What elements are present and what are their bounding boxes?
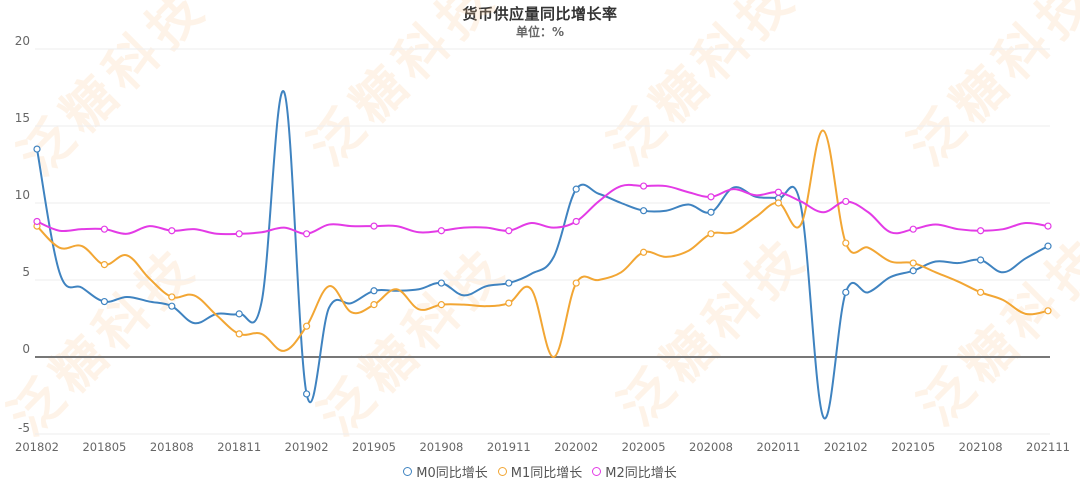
data-point-marker[interactable] bbox=[303, 230, 311, 238]
x-tick-label: 202011 bbox=[756, 440, 800, 454]
series-lines[interactable] bbox=[33, 90, 1052, 420]
x-tick-label: 202005 bbox=[622, 440, 666, 454]
data-point-marker[interactable] bbox=[33, 145, 41, 153]
data-point-marker[interactable] bbox=[1044, 222, 1052, 230]
data-point-marker[interactable] bbox=[303, 390, 311, 398]
data-point-marker[interactable] bbox=[1044, 307, 1052, 315]
data-point-marker[interactable] bbox=[168, 227, 176, 235]
circle-marker-icon bbox=[497, 467, 507, 476]
x-tick-label: 201911 bbox=[487, 440, 531, 454]
chart-title: 货币供应量同比增长率 bbox=[462, 5, 618, 23]
data-point-marker[interactable] bbox=[33, 217, 41, 226]
series-line-2[interactable] bbox=[36, 183, 1049, 236]
chart-subtitle: 单位：% bbox=[515, 25, 565, 39]
legend-label: M0同比增长 bbox=[416, 466, 488, 481]
y-tick-label: 20 bbox=[15, 34, 30, 48]
legend-label: M1同比增长 bbox=[510, 466, 583, 481]
data-point-marker[interactable] bbox=[572, 217, 580, 226]
data-point-marker[interactable] bbox=[639, 248, 648, 256]
data-point-marker[interactable] bbox=[707, 230, 715, 238]
x-tick-label: 202102 bbox=[824, 440, 868, 454]
data-point-marker[interactable] bbox=[572, 279, 580, 287]
x-tick-label: 202111 bbox=[1026, 440, 1070, 454]
data-point-marker[interactable] bbox=[235, 310, 243, 318]
data-point-marker[interactable] bbox=[100, 297, 109, 306]
x-axis-labels: 201802 201805 201808 201811 201902 201905 2019… bbox=[15, 440, 1070, 454]
data-point-marker[interactable] bbox=[505, 279, 513, 287]
x-tick-label: 201808 bbox=[150, 440, 194, 454]
x-tick-label: 201811 bbox=[217, 440, 261, 454]
data-point-marker[interactable] bbox=[303, 322, 311, 330]
data-point-marker[interactable] bbox=[842, 288, 850, 296]
circle-marker-icon bbox=[403, 467, 413, 476]
data-point-marker[interactable] bbox=[976, 256, 985, 264]
y-tick-label: -5 bbox=[18, 421, 30, 435]
data-point-marker[interactable] bbox=[842, 197, 850, 206]
data-point-marker[interactable] bbox=[505, 299, 513, 307]
y-tick-label: 0 bbox=[22, 342, 30, 356]
data-point-marker[interactable] bbox=[976, 288, 985, 296]
x-tick-label: 201805 bbox=[82, 440, 126, 454]
x-tick-label: 202108 bbox=[959, 440, 1003, 454]
data-point-marker[interactable] bbox=[572, 185, 580, 193]
data-point-marker[interactable] bbox=[707, 208, 715, 216]
data-point-marker[interactable] bbox=[100, 261, 109, 269]
y-gridlines bbox=[35, 48, 1050, 435]
data-point-marker[interactable] bbox=[235, 230, 243, 238]
data-point-marker[interactable] bbox=[100, 225, 109, 233]
data-point-marker[interactable] bbox=[909, 225, 917, 233]
x-tick-label: 201902 bbox=[285, 440, 329, 454]
legend-item-m0[interactable]: M0同比增长 bbox=[403, 462, 488, 481]
y-tick-label: 15 bbox=[15, 111, 30, 125]
data-point-marker[interactable] bbox=[639, 207, 648, 215]
data-point-marker[interactable] bbox=[437, 279, 445, 287]
legend-item-m1[interactable]: M1同比增长 bbox=[497, 462, 583, 481]
data-point-marker[interactable] bbox=[370, 287, 378, 295]
data-point-marker[interactable] bbox=[774, 188, 783, 196]
x-tick-label: 201908 bbox=[419, 440, 463, 454]
y-axis-labels: -5 0 5 10 15 20 bbox=[15, 34, 30, 435]
x-tick-label: 201802 bbox=[15, 440, 59, 454]
legend-label: M2同比增长 bbox=[605, 466, 677, 481]
series-line-1[interactable] bbox=[36, 129, 1049, 359]
data-point-marker[interactable] bbox=[909, 259, 917, 267]
data-point-marker[interactable] bbox=[639, 182, 648, 190]
x-tick-label: 202105 bbox=[891, 440, 935, 454]
data-point-marker[interactable] bbox=[774, 199, 783, 207]
legend: M0同比增长 M1同比增长 M2同比增长 bbox=[0, 462, 1080, 481]
series-line-0[interactable] bbox=[36, 90, 1049, 420]
data-point-marker[interactable] bbox=[370, 222, 378, 230]
data-point-marker[interactable] bbox=[909, 267, 917, 275]
data-point-marker[interactable] bbox=[437, 301, 445, 309]
data-point-marker[interactable] bbox=[370, 301, 378, 309]
x-tick-label: 202002 bbox=[554, 440, 598, 454]
data-point-marker[interactable] bbox=[1044, 242, 1052, 250]
legend-item-m2[interactable]: M2同比增长 bbox=[592, 462, 677, 481]
y-tick-label: 10 bbox=[15, 188, 30, 202]
x-tick-label: 201905 bbox=[352, 440, 396, 454]
data-point-marker[interactable] bbox=[707, 193, 715, 201]
data-point-marker[interactable] bbox=[437, 227, 445, 235]
data-point-marker[interactable] bbox=[168, 302, 176, 310]
data-point-marker[interactable] bbox=[168, 293, 176, 301]
circle-marker-icon bbox=[592, 467, 602, 476]
x-tick-label: 202008 bbox=[689, 440, 733, 454]
y-tick-label: 5 bbox=[22, 265, 30, 279]
data-point-marker[interactable] bbox=[505, 227, 513, 235]
data-point-marker[interactable] bbox=[842, 239, 850, 247]
data-point-marker[interactable] bbox=[976, 227, 985, 235]
data-point-marker[interactable] bbox=[235, 330, 243, 338]
